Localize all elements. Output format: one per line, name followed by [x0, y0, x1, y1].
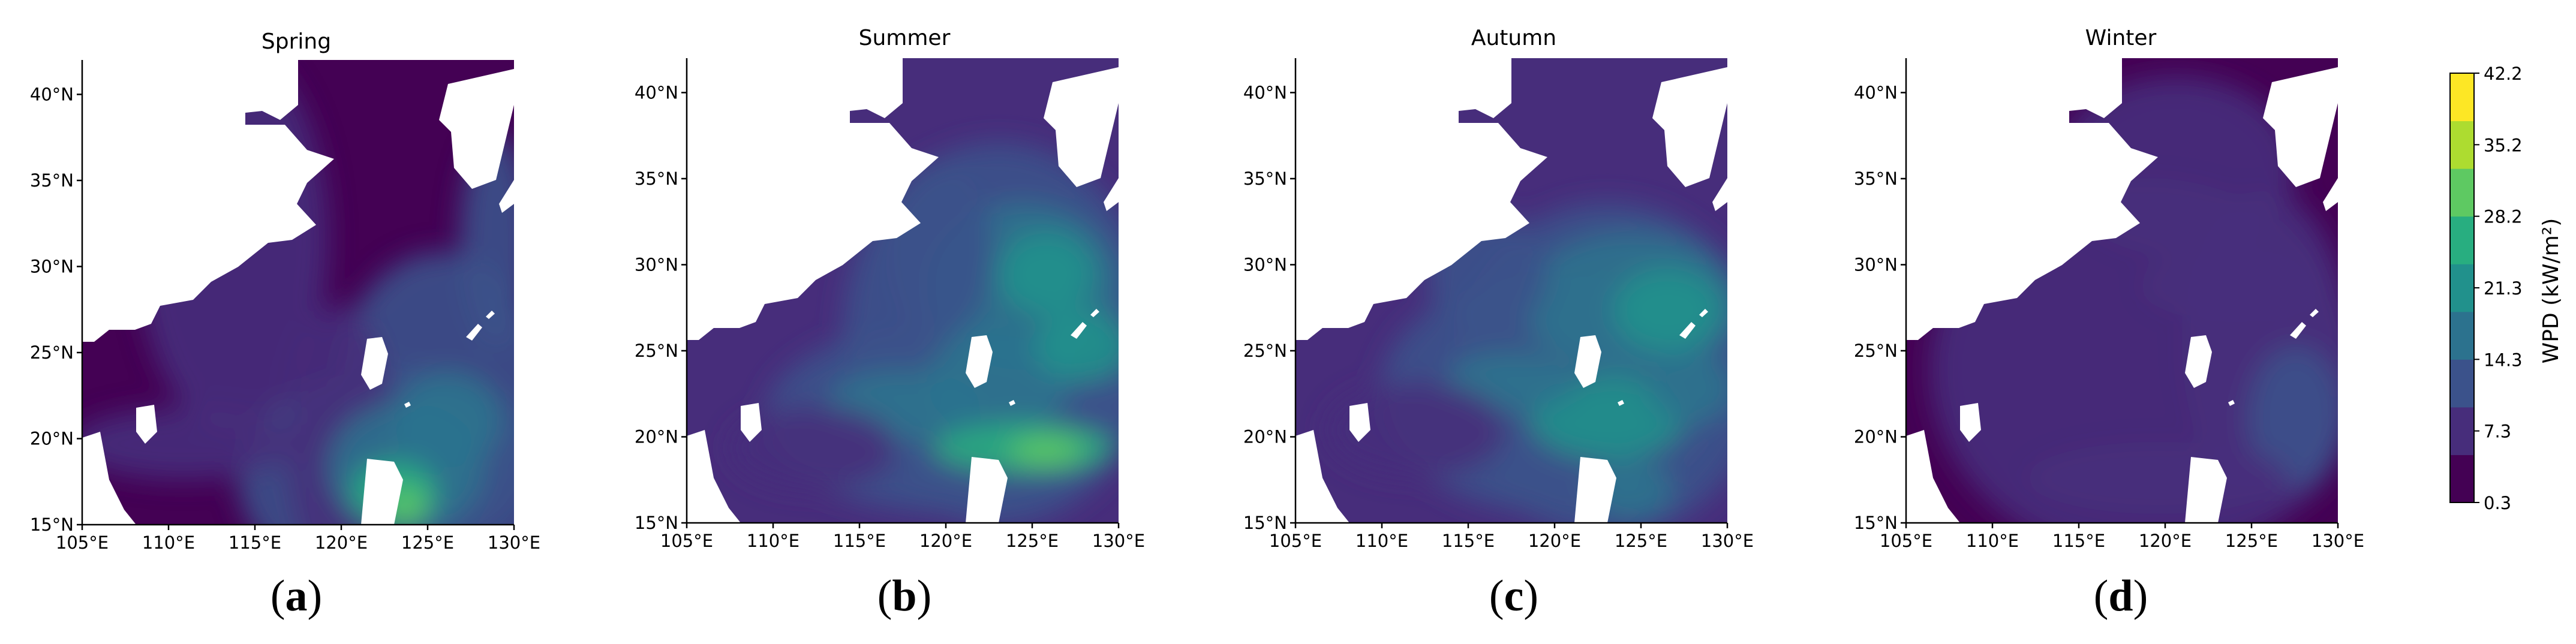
- colorbar-segment: [2450, 121, 2474, 169]
- wpd-blob: [885, 160, 993, 340]
- wpd-blob: [1589, 460, 1673, 520]
- map-panel-winter: 105°E 110°E 115°E 120°E 125°E 130°E 15°N 20°N 25…: [1854, 58, 2364, 551]
- lat-tick-label: 35°N: [1854, 168, 1898, 189]
- lon-tick-label: 110°E: [142, 532, 195, 553]
- colorbar-segment: [2450, 311, 2474, 360]
- lat-tick-label: 20°N: [1243, 426, 1287, 447]
- lat-tick-label: 15°N: [1243, 513, 1287, 533]
- wpd-blob: [385, 489, 427, 525]
- panel-title-summer: Summer: [859, 26, 951, 50]
- map-panel-autumn: 105°E 110°E 115°E 120°E 125°E 130°E 15°N 20°N 25…: [1243, 58, 1754, 551]
- map-panel-summer: 105°E 110°E 115°E 120°E 125°E 130°E 15°N 20°N 25…: [635, 58, 1145, 551]
- lon-tick-label: 125°E: [1615, 531, 1667, 551]
- lon-tick-label: 125°E: [1006, 531, 1059, 551]
- lat-tick-label: 30°N: [30, 256, 74, 276]
- lat-tick-label: 40°N: [1854, 82, 1898, 103]
- lon-tick-label: 130°E: [1701, 531, 1754, 551]
- colorbar-tick-label: 28.2: [2484, 207, 2523, 227]
- colorbar-segment: [2450, 264, 2474, 312]
- wpd-blob: [1427, 214, 1547, 334]
- lat-tick-label: 40°N: [30, 84, 74, 104]
- colorbar-tick-label: 42.2: [2484, 64, 2523, 84]
- lat-tick-label: 20°N: [30, 428, 74, 449]
- lon-tick-label: 120°E: [315, 532, 368, 553]
- wpd-blob: [136, 60, 328, 432]
- lon-tick-label: 115°E: [229, 532, 281, 553]
- wpd-blob: [2248, 346, 2338, 490]
- lon-tick-label: 120°E: [1528, 531, 1581, 551]
- lon-tick-label: 130°E: [2312, 531, 2364, 551]
- lon-tick-label: 105°E: [56, 532, 109, 553]
- colorbar-tick-label: 21.3: [2484, 278, 2523, 299]
- colorbar-segment: [2450, 168, 2474, 217]
- lon-tick-label: 125°E: [2225, 531, 2278, 551]
- colorbar: 0.3 7.3 14.3 21.3 28.2 35.2 42.2: [2449, 64, 2523, 513]
- lat-tick-label: 20°N: [635, 426, 678, 447]
- wpd-blob: [460, 132, 514, 348]
- lon-tick-label: 110°E: [1355, 531, 1408, 551]
- lon-tick-label: 105°E: [660, 531, 713, 551]
- wpd-blob: [1649, 352, 1727, 424]
- lon-tick-label: 110°E: [1966, 531, 2019, 551]
- lat-tick-label: 35°N: [1243, 168, 1287, 189]
- wpd-blob: [394, 372, 502, 468]
- lon-tick-label: 120°E: [919, 531, 972, 551]
- colorbar-segment: [2450, 407, 2474, 455]
- lon-tick-label: 105°E: [1880, 531, 1932, 551]
- lat-tick-label: 15°N: [635, 513, 678, 533]
- wpd-blob: [729, 406, 897, 490]
- panel-label-c: (c): [1489, 571, 1538, 621]
- wpd-blob: [1011, 436, 1083, 466]
- panel-title-spring: Spring: [261, 29, 331, 54]
- lat-tick-label: 40°N: [635, 82, 678, 103]
- lon-tick-label: 115°E: [1442, 531, 1495, 551]
- colorbar-tick-label: 0.3: [2484, 493, 2511, 513]
- panel-title-autumn: Autumn: [1471, 26, 1556, 50]
- colorbar-tick-label: 14.3: [2484, 350, 2523, 370]
- wpd-blob: [2140, 250, 2332, 322]
- lat-tick-label: 15°N: [1854, 513, 1898, 533]
- lon-tick-label: 120°E: [2139, 531, 2192, 551]
- wpd-blob: [1613, 268, 1721, 352]
- lat-tick-label: 30°N: [1243, 254, 1287, 275]
- lon-tick-label: 115°E: [833, 531, 886, 551]
- colorbar-segment: [2450, 455, 2474, 503]
- lon-tick-label: 130°E: [488, 532, 540, 553]
- colorbar-segment: [2450, 73, 2474, 122]
- lat-tick-label: 25°N: [635, 341, 678, 361]
- colorbar-segment: [2450, 359, 2474, 408]
- lat-tick-label: 30°N: [1854, 254, 1898, 275]
- lat-tick-label: 30°N: [635, 254, 678, 275]
- lon-tick-label: 130°E: [1092, 531, 1145, 551]
- lat-tick-label: 15°N: [30, 514, 74, 535]
- panel-title-winter: Winter: [2085, 26, 2157, 50]
- wpd-blob: [1325, 382, 1505, 478]
- wpd-blob: [1035, 310, 1119, 382]
- lat-tick-label: 25°N: [1243, 341, 1287, 361]
- lat-tick-label: 35°N: [30, 170, 74, 191]
- lon-tick-label: 115°E: [2052, 531, 2105, 551]
- panel-label-d: (d): [2094, 571, 2148, 621]
- lat-tick-label: 20°N: [1854, 426, 1898, 447]
- lat-tick-label: 35°N: [635, 168, 678, 189]
- lon-tick-label: 105°E: [1269, 531, 1322, 551]
- lon-tick-label: 110°E: [747, 531, 799, 551]
- colorbar-label: WPD (kW/m²): [2539, 218, 2563, 364]
- colorbar-segment: [2450, 216, 2474, 264]
- lon-tick-label: 125°E: [401, 532, 454, 553]
- map-panel-spring: 105°E 110°E 115°E 120°E 125°E 130°E 15°N 20°N 25…: [30, 60, 540, 553]
- wpd-blob: [2026, 442, 2290, 514]
- wpd-blob: [999, 232, 1095, 316]
- lat-tick-label: 25°N: [30, 342, 74, 363]
- panel-label-a: (a): [270, 571, 322, 621]
- colorbar-tick-label: 7.3: [2484, 422, 2511, 442]
- lat-tick-label: 40°N: [1243, 82, 1287, 103]
- lat-tick-label: 25°N: [1854, 341, 1898, 361]
- panel-label-b: (b): [877, 571, 931, 621]
- colorbar-tick-label: 35.2: [2484, 135, 2523, 155]
